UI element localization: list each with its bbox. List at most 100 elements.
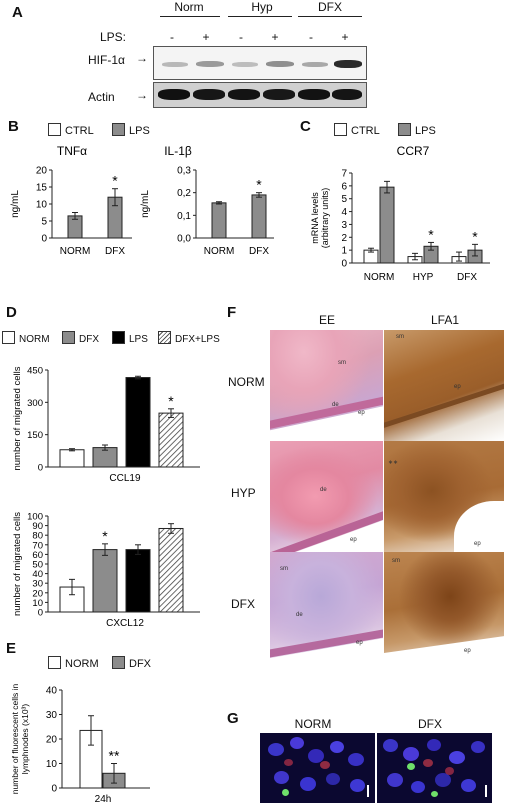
x-tick-label: DFX xyxy=(105,246,125,257)
histo-ee-norm: sm de ep xyxy=(270,330,383,441)
panel-f-label: F xyxy=(227,304,237,321)
y-tick-label: 40 xyxy=(46,686,58,697)
y-tick-label: 0 xyxy=(51,784,57,795)
legend-swatch-dfxlps xyxy=(158,331,171,344)
y-tick-label: 0,0 xyxy=(177,234,191,245)
y-tick-label: 10 xyxy=(36,200,48,211)
bar xyxy=(158,412,184,468)
histo-tag: sm xyxy=(280,566,288,572)
y-axis-label: ng/mL xyxy=(140,190,151,218)
legend-d-norm: NORM xyxy=(2,331,50,345)
y-axis-label: mRNA levels xyxy=(310,192,320,244)
x-tick-label: NORM xyxy=(364,272,395,283)
y-axis-label-2: (arbitrary units) xyxy=(320,188,330,249)
y-tick-label: 20 xyxy=(46,735,58,746)
histo-ee-dfx: sm de ep xyxy=(270,552,383,663)
y-tick-label: 6 xyxy=(341,181,347,192)
blot-row-actin: Actin xyxy=(88,90,115,104)
lps-state-5: - xyxy=(309,30,313,44)
y-tick-label: 90 xyxy=(32,521,43,532)
chart-title: IL-1β xyxy=(164,144,192,158)
legend-swatch-lps xyxy=(112,331,125,344)
significance-star: * xyxy=(256,177,262,193)
lps-state-4: + xyxy=(271,30,279,44)
y-tick-label: 450 xyxy=(27,366,43,377)
y-tick-label: 1 xyxy=(341,246,347,257)
legend-d-dfx: DFX xyxy=(62,331,99,345)
x-axis-label: CCL19 xyxy=(109,473,141,484)
x-tick-label: DFX xyxy=(457,272,477,283)
fluo-image-norm xyxy=(260,733,375,803)
histo-col-lfa1: LFA1 xyxy=(430,313,460,327)
group-line-norm xyxy=(160,16,220,17)
y-tick-label: 40 xyxy=(32,569,43,580)
chart-title: CCR7 xyxy=(397,144,430,158)
histo-tag: sm xyxy=(338,360,346,366)
chart-e-lymphnodes: 0 10 20 30 40 number of fluorescent cells in l… xyxy=(10,683,150,805)
significance-star: * xyxy=(102,528,108,544)
legend-swatch-lps xyxy=(112,123,125,136)
y-axis-label: number of migrated cells xyxy=(12,366,23,470)
bar xyxy=(125,549,151,613)
bar xyxy=(379,186,395,264)
y-tick-label: 0 xyxy=(38,463,43,474)
y-tick-label: 15 xyxy=(36,183,48,194)
chart-title: TNFα xyxy=(57,144,87,158)
x-tick-label: 24h xyxy=(95,794,112,805)
legend-swatch-ctrl xyxy=(334,123,347,136)
arrow-right-icon: → xyxy=(136,51,148,65)
histo-tag: ep xyxy=(358,410,365,416)
y-tick-label: 0 xyxy=(38,608,43,619)
y-tick-label: 3 xyxy=(341,220,347,231)
histo-lfa1-hyp: ∗∗ ep xyxy=(384,441,504,552)
panel-e-label: E xyxy=(6,640,17,657)
x-tick-label: DFX xyxy=(249,246,269,257)
y-axis-label: number of fluorescent cells in xyxy=(10,683,20,794)
legend-swatch-dfx xyxy=(62,331,75,344)
y-tick-label: 0,3 xyxy=(177,166,191,177)
significance-star: * xyxy=(112,173,118,189)
lps-state-3: - xyxy=(239,30,243,44)
histo-tag: ep xyxy=(464,648,471,654)
histo-tag: ep xyxy=(356,640,363,646)
y-tick-label: 80 xyxy=(32,531,43,542)
histo-tag: ep xyxy=(474,541,481,547)
histo-row-hyp: HYP xyxy=(231,486,256,500)
chart-d-ccl19: 0 150 300 450 number of migrated cells * CCL19 xyxy=(12,366,200,484)
legend-d-lps: LPS xyxy=(112,331,148,345)
blot-group-hyp: Hyp xyxy=(251,0,273,14)
y-tick-label: 0,2 xyxy=(177,188,191,199)
bar xyxy=(211,202,227,239)
x-tick-label: NORM xyxy=(60,246,91,257)
y-tick-label: 0,1 xyxy=(177,211,191,222)
blot-group-dfx: DFX xyxy=(318,0,342,14)
panel-d-label: D xyxy=(6,304,17,321)
x-axis-label: CXCL12 xyxy=(106,618,144,629)
histo-tag: sm xyxy=(396,334,404,340)
panel-c-label: C xyxy=(300,118,311,135)
histo-tag: ep xyxy=(350,537,357,543)
panel-b-label: B xyxy=(8,118,19,135)
significance-star: ** xyxy=(109,748,120,764)
y-tick-label: 60 xyxy=(32,550,43,561)
y-tick-label: 30 xyxy=(32,579,43,590)
x-tick-label: NORM xyxy=(204,246,235,257)
y-tick-label: 150 xyxy=(27,430,43,441)
histo-row-norm: NORM xyxy=(228,375,265,389)
bar xyxy=(92,549,118,613)
y-tick-label: 30 xyxy=(46,710,58,721)
blot-row-hif: HIF-1α xyxy=(88,53,125,67)
lps-state-1: - xyxy=(170,30,174,44)
y-tick-label: 20 xyxy=(36,166,48,177)
y-tick-label: 0 xyxy=(41,234,47,245)
y-tick-label: 10 xyxy=(32,598,43,609)
significance-star: * xyxy=(428,226,434,242)
y-tick-label: 2 xyxy=(341,233,347,244)
y-tick-label: 10 xyxy=(46,759,58,770)
y-axis-label-2: lymphnodes (x10³) xyxy=(20,704,30,775)
y-tick-label: 5 xyxy=(41,217,47,228)
legend-swatch-norm xyxy=(2,331,15,344)
histo-tag: de xyxy=(296,612,303,618)
blot-hif-membrane xyxy=(153,46,367,80)
